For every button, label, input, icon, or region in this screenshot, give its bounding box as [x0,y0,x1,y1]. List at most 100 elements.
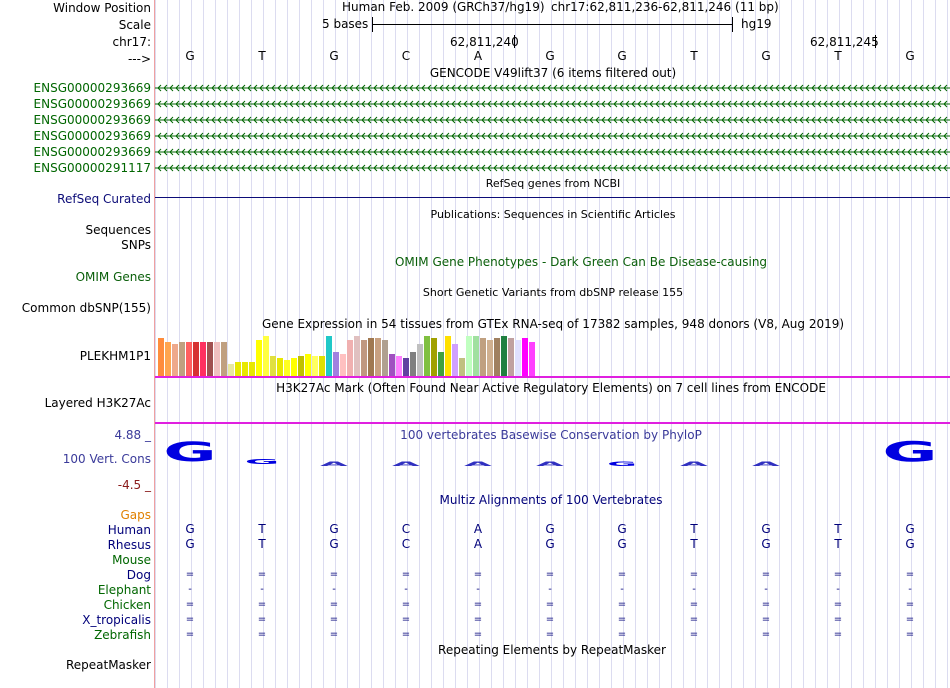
gtex-tissue-bar[interactable] [466,336,472,376]
gtex-tissue-bar[interactable] [319,356,325,376]
strand-chevron [625,116,630,124]
gtex-tissue-bar[interactable] [333,352,339,376]
gtex-tissue-bar[interactable] [158,338,164,376]
strand-chevron [661,100,666,108]
gtex-tissue-bar[interactable] [347,340,353,376]
refseq-gene-line[interactable] [155,197,950,198]
gtex-tissue-bar[interactable] [473,336,479,376]
gencode-gene-label[interactable]: ENSG00000293669 [33,113,151,127]
gtex-tissue-bar[interactable] [291,358,297,376]
gencode-transcript[interactable] [155,147,950,157]
strand-chevron [907,132,912,140]
base-letter: T [834,49,842,63]
gtex-tissue-bar[interactable] [263,336,269,376]
gtex-tissue-bar[interactable] [165,342,171,376]
gtex-tissue-bar[interactable] [417,344,423,376]
gtex-tissue-bar[interactable] [445,336,451,376]
gtex-tissue-bar[interactable] [354,336,360,376]
gtex-tissue-bar[interactable] [501,336,507,376]
strand-chevron [775,164,780,172]
gtex-tissue-bar[interactable] [193,342,199,376]
gtex-tissue-bar[interactable] [368,338,374,376]
snps-track-label[interactable]: SNPs [121,238,151,252]
gtex-tissue-bar[interactable] [221,342,227,376]
gtex-tissue-bar[interactable] [389,354,395,376]
alignment-base: = [761,614,771,625]
strand-chevron [571,164,576,172]
gtex-tissue-bar[interactable] [200,342,206,376]
gtex-tissue-bar[interactable] [277,358,283,376]
gtex-tissue-bar[interactable] [186,342,192,376]
gtex-tissue-bar[interactable] [312,356,318,376]
gtex-tissue-bar[interactable] [361,340,367,376]
strand-chevron [937,148,942,156]
gencode-transcript[interactable] [155,83,950,93]
gtex-tissue-bar[interactable] [515,340,521,376]
gtex-tissue-bar[interactable] [172,344,178,376]
gtex-gene-label[interactable]: PLEKHM1P1 [79,349,151,363]
omim-track-label[interactable]: OMIM Genes [75,270,151,284]
gtex-tissue-bar[interactable] [459,358,465,376]
gtex-tissue-bar[interactable] [179,342,185,376]
conservation-track-label[interactable]: 100 Vert. Cons [62,452,151,466]
gtex-tissue-bar[interactable] [487,340,493,376]
strand-chevron [709,100,714,108]
gtex-tissue-bar[interactable] [235,362,241,376]
strand-chevron [691,148,696,156]
track-data-area[interactable]: Human Feb. 2009 (GRCh37/hg19) chr17:62,8… [155,0,950,688]
gencode-gene-label[interactable]: ENSG00000293669 [33,81,151,95]
gencode-gene-label[interactable]: ENSG00000293669 [33,97,151,111]
gtex-tissue-bar[interactable] [284,360,290,376]
species-label-chicken: Chicken [103,598,151,612]
strand-chevron [811,164,816,172]
gencode-transcript[interactable] [155,131,950,141]
gencode-transcript[interactable] [155,163,950,173]
gtex-tissue-bar[interactable] [256,340,262,376]
strand-chevron [793,132,798,140]
gtex-tissue-bar[interactable] [403,358,409,376]
gtex-tissue-bar[interactable] [529,342,535,376]
gtex-tissue-bar[interactable] [249,362,255,376]
strand-chevron [379,148,384,156]
gtex-tissue-bar[interactable] [207,342,213,376]
gtex-expression-bars[interactable] [157,334,697,376]
sequences-track-label[interactable]: Sequences [85,223,151,237]
gtex-tissue-bar[interactable] [228,364,234,376]
gtex-tissue-bar[interactable] [382,340,388,376]
gtex-tissue-bar[interactable] [424,336,430,376]
strand-chevron [913,84,918,92]
gtex-tissue-bar[interactable] [242,362,248,376]
strand-chevron [493,116,498,124]
gtex-tissue-bar[interactable] [410,352,416,376]
refseq-track-label[interactable]: RefSeq Curated [57,192,151,206]
gtex-tissue-bar[interactable] [270,356,276,376]
gtex-tissue-bar[interactable] [508,338,514,376]
gtex-tissue-bar[interactable] [305,354,311,376]
gtex-tissue-bar[interactable] [431,338,437,376]
gtex-tissue-bar[interactable] [438,352,444,376]
gtex-tissue-bar[interactable] [452,344,458,376]
gtex-tissue-bar[interactable] [326,336,332,376]
gtex-tissue-bar[interactable] [214,342,220,376]
h3k27ac-track-label[interactable]: Layered H3K27Ac [44,396,151,410]
strand-chevron [193,116,198,124]
gencode-gene-label[interactable]: ENSG00000293669 [33,145,151,159]
gencode-gene-label[interactable]: ENSG00000293669 [33,129,151,143]
gencode-transcript[interactable] [155,115,950,125]
gtex-tissue-bar[interactable] [396,356,402,376]
gtex-tissue-bar[interactable] [480,338,486,376]
dbsnp-track-label[interactable]: Common dbSNP(155) [21,301,151,315]
gencode-transcript[interactable] [155,99,950,109]
h3k27ac-signal-line[interactable] [155,422,950,424]
strand-chevron [925,148,930,156]
gtex-tissue-bar[interactable] [375,338,381,376]
gencode-gene-label[interactable]: ENSG00000291117 [33,161,151,175]
gtex-tissue-bar[interactable] [298,356,304,376]
repeatmasker-track-label[interactable]: RepeatMasker [65,658,151,672]
gtex-tissue-bar[interactable] [522,338,528,376]
gtex-tissue-bar[interactable] [340,354,346,376]
strand-chevron [541,164,546,172]
gtex-tissue-bar[interactable] [494,338,500,376]
